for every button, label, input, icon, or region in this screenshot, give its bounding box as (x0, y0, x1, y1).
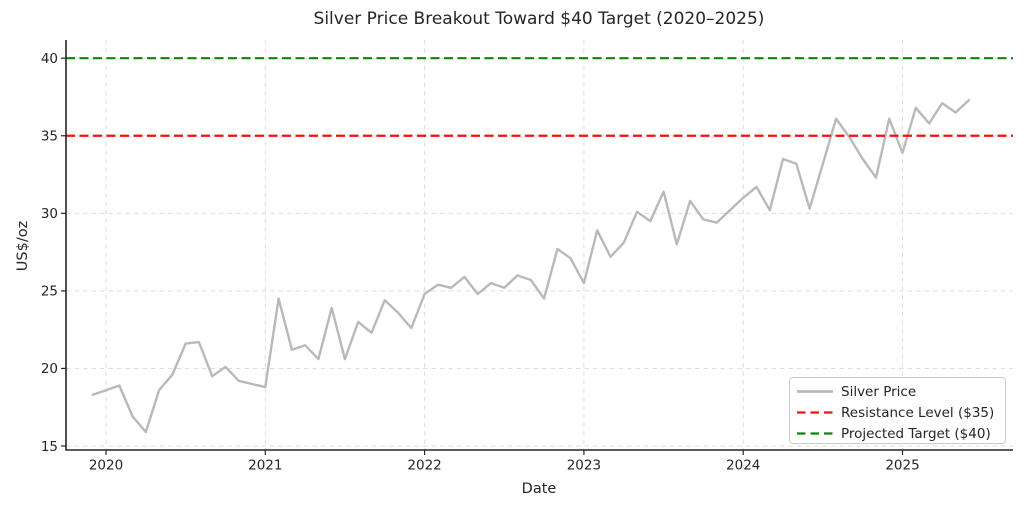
x-tick-label: 2023 (567, 458, 601, 474)
y-tick-label: 15 (41, 439, 58, 455)
x-tick-label: 2022 (407, 458, 441, 474)
legend-box (789, 377, 1006, 444)
y-tick-label: 30 (41, 206, 58, 222)
legend-label-projected-target: Projected Target ($40) (841, 426, 991, 442)
axis-spines (65, 40, 1013, 451)
y-tick-label: 25 (41, 284, 58, 300)
legend-label-silver-price: Silver Price (841, 384, 916, 400)
y-tick-label: 40 (41, 51, 58, 67)
x-tick-label: 2025 (885, 458, 919, 474)
x-tick-label: 2020 (89, 458, 123, 474)
y-tick-label: 35 (41, 129, 58, 145)
y-tick-label: 20 (41, 361, 58, 377)
x-axis-label: Date (522, 481, 557, 497)
data-series (66, 57, 1013, 434)
x-tick-label: 2024 (726, 458, 760, 474)
legend-label-resistance-level: Resistance Level ($35) (841, 405, 994, 421)
gridlines (66, 40, 1013, 450)
x-tick-label: 2021 (248, 458, 282, 474)
silver-price-line (91, 98, 971, 434)
chart-title: Silver Price Breakout Toward $40 Target … (314, 9, 765, 29)
legend: Silver Price Resistance Level ($35) Proj… (789, 377, 1006, 444)
y-axis-label: US$/oz (15, 221, 31, 271)
